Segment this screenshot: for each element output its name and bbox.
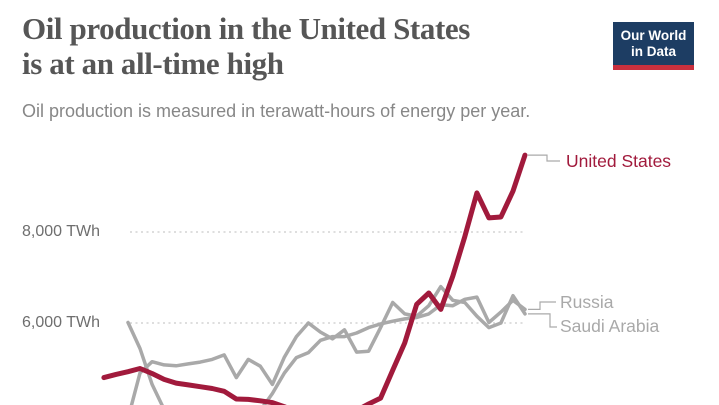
series-label-saudi-arabia[interactable]: Saudi Arabia: [560, 316, 660, 336]
legend-connector-saudi-arabia: [528, 313, 557, 328]
series-label-united-states[interactable]: United States: [566, 151, 672, 171]
y-axis-tick-6000-twh: 6,000 TWh: [22, 314, 100, 331]
line-saudi-arabia[interactable]: [128, 284, 527, 405]
owid-logo-line2: in Data: [630, 43, 676, 59]
owid-logo-line1: Our World: [620, 27, 687, 43]
legend-connector-united-states: [528, 154, 560, 162]
page-title-line2: is at an all-time high: [22, 46, 284, 81]
page-title-line1: Oil production in the United States: [22, 11, 470, 46]
legend-connector-russia: [528, 301, 556, 310]
y-axis-tick-8000-twh: 8,000 TWh: [22, 223, 100, 240]
line-russia[interactable]: [126, 295, 527, 405]
page-title: Oil production in the United States is a…: [22, 11, 602, 81]
chart-subtitle: Oil production is measured in terawatt-h…: [22, 101, 531, 121]
owid-logo[interactable]: Our World in Data: [613, 22, 694, 70]
line-united-states[interactable]: [101, 152, 528, 405]
series-label-russia[interactable]: Russia: [560, 292, 614, 312]
